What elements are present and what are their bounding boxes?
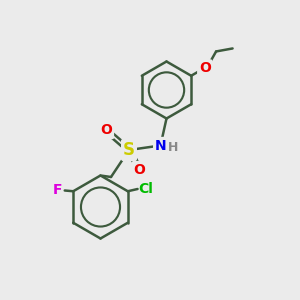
Text: N: N — [155, 139, 166, 152]
Text: F: F — [53, 184, 63, 197]
Text: Cl: Cl — [138, 182, 153, 196]
Text: S: S — [123, 141, 135, 159]
Text: O: O — [134, 163, 146, 176]
Text: O: O — [199, 61, 211, 75]
Text: H: H — [168, 141, 178, 154]
Text: O: O — [100, 124, 112, 137]
